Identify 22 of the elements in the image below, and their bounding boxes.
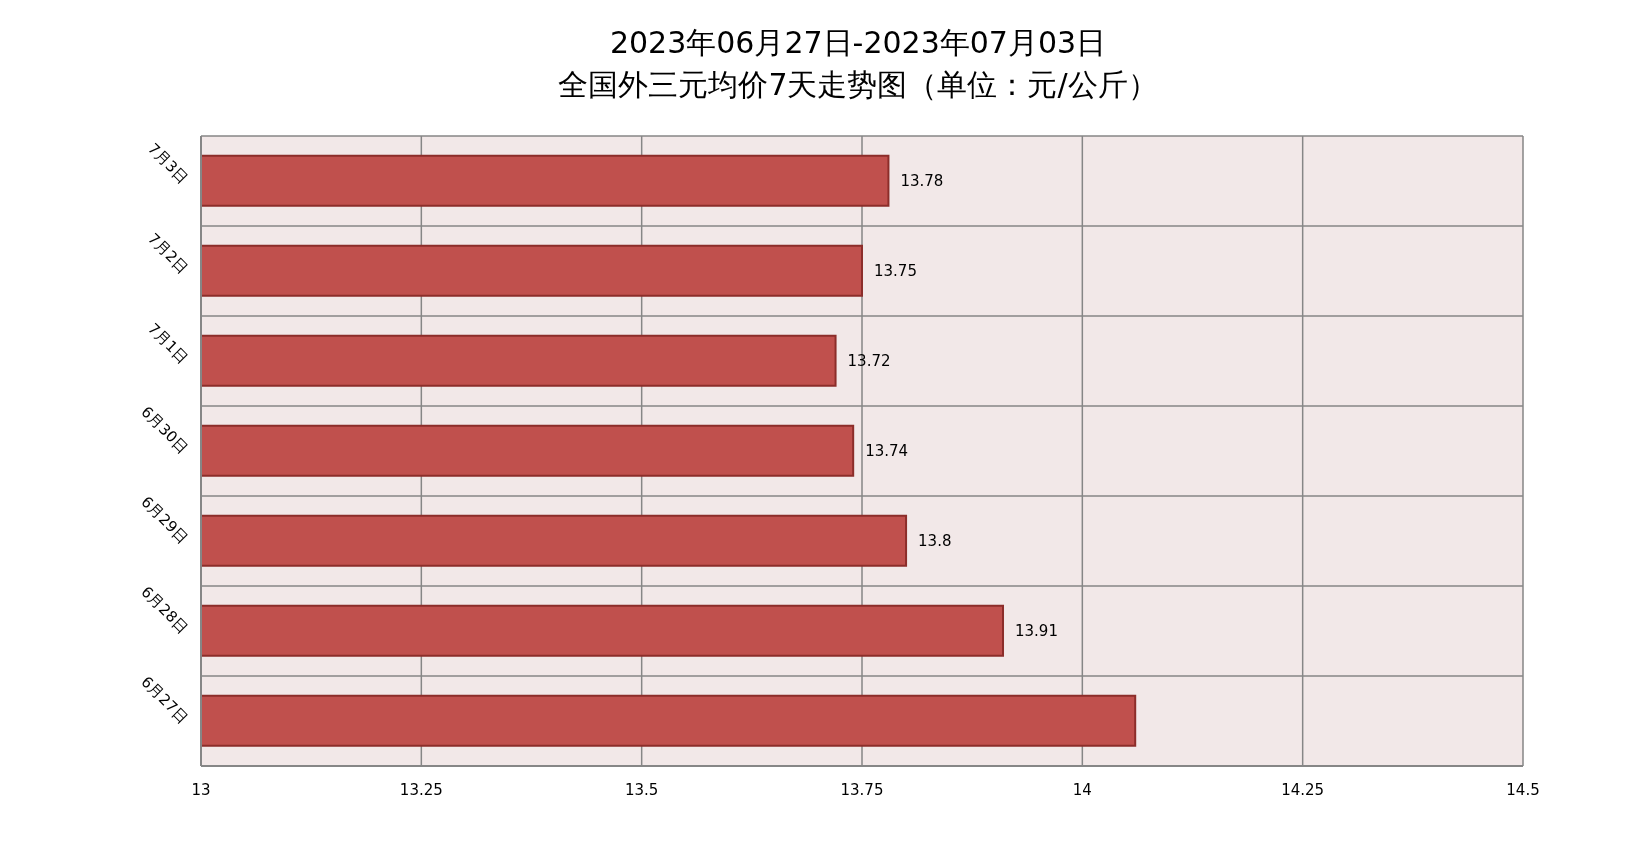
y-tick-label: 7月2日 <box>144 229 192 278</box>
x-tick-label: 13.75 <box>840 780 884 799</box>
data-label: 13.78 <box>900 172 944 191</box>
x-tick-label: 13.5 <box>624 780 659 799</box>
x-tick-label: 13.25 <box>399 780 443 799</box>
y-tick-label: 7月1日 <box>144 319 192 368</box>
x-tick-label: 14.5 <box>1506 780 1540 799</box>
x-tick-label: 13 <box>191 780 211 799</box>
data-label: 13.75 <box>874 262 917 281</box>
y-tick-label: 6月27日 <box>137 672 192 728</box>
chart-title: 2023年06月27日-2023年07月03日 <box>608 24 1108 62</box>
data-label: 13.72 <box>847 352 891 371</box>
data-label: 13.91 <box>1015 622 1058 641</box>
data-label: 13.8 <box>918 532 952 551</box>
x-tick-label: 14.25 <box>1281 780 1325 799</box>
x-tick-label: 14 <box>1072 780 1092 799</box>
y-tick-label: 6月30日 <box>137 402 192 458</box>
y-tick-label: 6月28日 <box>137 582 192 638</box>
y-tick-label: 6月29日 <box>137 492 192 548</box>
data-label: 13.74 <box>865 442 909 461</box>
chart-subtitle: 全国外三元均价7天走势图（单位：元/公斤） <box>557 66 1159 104</box>
y-tick-label: 7月3日 <box>144 139 192 188</box>
